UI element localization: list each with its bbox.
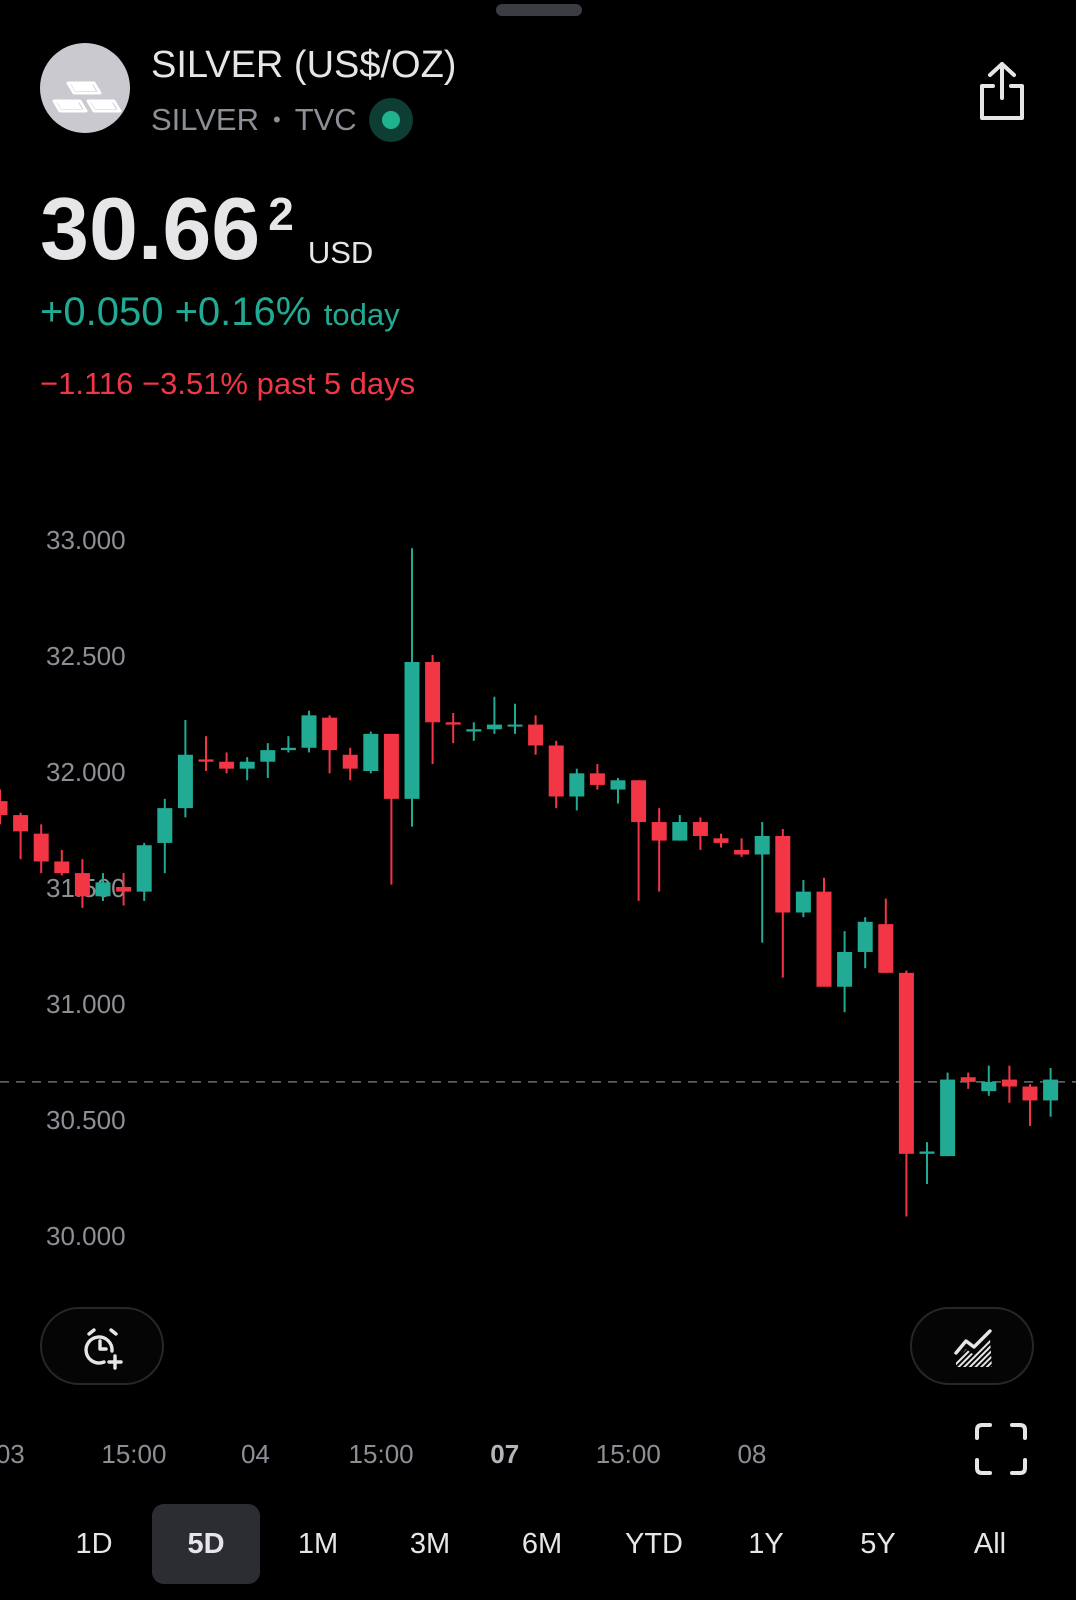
candle-body [116, 887, 132, 892]
candle-body [239, 761, 255, 769]
last-price: 30.66 2 USD [40, 185, 373, 273]
candle-body [466, 729, 482, 732]
x-tick-label: 03 [0, 1439, 25, 1469]
candle-body [981, 1081, 997, 1092]
candle-body [754, 835, 770, 855]
candle-body [383, 733, 399, 799]
silver-bars-icon [40, 43, 130, 133]
candlestick-chart[interactable]: 33.00032.50032.00031.50031.00030.50030.0… [0, 520, 1076, 1480]
candle-body [692, 822, 708, 836]
candle-body [445, 722, 461, 725]
add-alert-button[interactable] [40, 1307, 164, 1385]
candle-body [177, 754, 193, 809]
candle-body [878, 924, 894, 973]
period-1y[interactable]: 1Y [748, 1528, 784, 1560]
market-open-status-icon[interactable] [368, 98, 413, 142]
candle-body [713, 838, 729, 843]
period-5d[interactable]: 5D [152, 1504, 260, 1584]
period-5y[interactable]: 5Y [860, 1528, 896, 1560]
candle-body [95, 882, 111, 897]
candle-body [960, 1077, 976, 1082]
candle-body [198, 759, 214, 762]
change-today-label: today [323, 297, 400, 332]
candle-body [940, 1079, 956, 1157]
x-tick-label: 07 [490, 1439, 519, 1469]
candle-body [342, 754, 358, 769]
sheet-drag-handle[interactable] [496, 4, 582, 16]
candle-body [13, 815, 29, 832]
share-icon[interactable] [976, 60, 1028, 124]
candle-body [404, 661, 420, 799]
price-last-digit: 2 [268, 188, 294, 240]
period-1d[interactable]: 1D [75, 1528, 113, 1560]
candle-body [857, 921, 873, 952]
change-today-value: +0.050 +0.16% [40, 290, 312, 334]
candle-body [54, 861, 70, 874]
separator-dot: • [272, 107, 281, 132]
candle-body [775, 835, 791, 913]
y-tick-label: 30.500 [46, 1105, 126, 1135]
candle-body [1001, 1079, 1017, 1087]
candle-body [548, 745, 564, 797]
candle-body [425, 661, 441, 723]
period-1m[interactable]: 1M [297, 1528, 339, 1560]
candle-body [795, 891, 811, 913]
period-selector: 1D 5D 1M 3M 6M YTD 1Y 5Y All [0, 1504, 1076, 1584]
candle-body [837, 951, 853, 987]
candle-body [898, 972, 914, 1154]
candle-body [651, 822, 667, 841]
fullscreen-icon[interactable] [974, 1422, 1028, 1476]
candle-body [363, 733, 379, 771]
candle-body [33, 833, 49, 862]
candle-body [631, 780, 647, 823]
x-tick-label: 15:00 [349, 1439, 414, 1469]
candle-body [1022, 1086, 1038, 1101]
candle-body [1043, 1079, 1059, 1101]
x-tick-label: 04 [241, 1439, 270, 1469]
candle-body [610, 780, 626, 790]
exchange-name: TVC [294, 102, 357, 137]
period-ytd[interactable]: YTD [625, 1528, 683, 1560]
y-tick-label: 33.000 [46, 525, 126, 555]
y-tick-label: 32.000 [46, 757, 126, 787]
period-6m[interactable]: 6M [521, 1528, 563, 1560]
candle-body [280, 747, 296, 751]
candle-body [157, 808, 173, 843]
candle-body [528, 724, 544, 746]
candle-body [0, 801, 8, 816]
candle-body [672, 822, 688, 841]
symbol-subtitle: SILVER • TVC [151, 98, 413, 142]
candle-body [74, 873, 90, 897]
y-tick-label: 30.000 [46, 1221, 126, 1251]
indicators-icon [954, 1329, 992, 1367]
indicators-button[interactable] [910, 1307, 1034, 1385]
period-3m[interactable]: 3M [409, 1528, 451, 1560]
candle-body [816, 891, 832, 987]
candle-body [301, 715, 317, 748]
candle-body [260, 750, 276, 762]
candle-body [219, 761, 235, 769]
period-all[interactable]: All [973, 1528, 1007, 1560]
candle-body [589, 773, 605, 785]
x-tick-label: 15:00 [596, 1439, 661, 1469]
add-alert-icon [84, 1328, 123, 1370]
y-tick-label: 32.500 [46, 641, 126, 671]
candle-body [322, 717, 338, 751]
price-currency: USD [307, 235, 374, 270]
x-tick-label: 15:00 [101, 1439, 166, 1469]
candle-body [507, 724, 523, 727]
change-today: +0.050 +0.16% today [40, 290, 400, 335]
candle-body [569, 773, 585, 797]
candle-body [486, 724, 502, 730]
change-5-days: −1.116 −3.51% past 5 days [40, 366, 416, 401]
candle-body [136, 845, 152, 892]
price-main: 30.66 [40, 179, 261, 278]
candle-body [734, 849, 750, 855]
y-tick-label: 31.000 [46, 989, 126, 1019]
symbol-title: SILVER (US$/OZ) [151, 44, 457, 86]
symbol-code: SILVER [151, 102, 259, 137]
candle-body [919, 1151, 935, 1154]
x-tick-label: 08 [737, 1439, 766, 1469]
